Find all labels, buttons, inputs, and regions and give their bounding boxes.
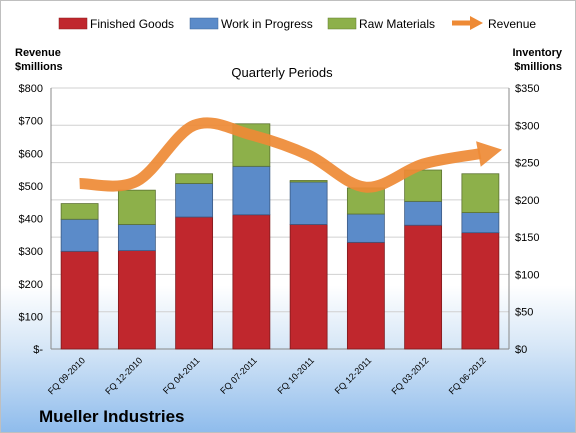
legend-swatch-finished-goods bbox=[58, 17, 88, 30]
bar-finished-goods-fq-04-2011 bbox=[175, 216, 214, 350]
bar-work-in-progress-fq-06-2012 bbox=[461, 212, 500, 234]
x-tick-label: FQ 10-2011 bbox=[275, 355, 316, 396]
x-tick-label: FQ 03-2012 bbox=[390, 355, 431, 396]
left-tick-label: $- bbox=[33, 344, 43, 356]
right-tick-label: $50 bbox=[515, 307, 533, 319]
chart-title: Quarterly Periods bbox=[231, 65, 333, 80]
bar-work-in-progress-fq-07-2011 bbox=[232, 165, 271, 216]
bar-work-in-progress-fq-04-2011 bbox=[175, 183, 214, 218]
x-tick-label: FQ 12-2010 bbox=[103, 355, 144, 396]
bar-finished-goods-fq-07-2011 bbox=[232, 214, 271, 350]
left-tick-labels: $- $100 $200 $300 $400 $500 $600 $700 $800 bbox=[19, 83, 44, 356]
bar-work-in-progress-fq-12-2010 bbox=[117, 224, 156, 251]
x-tick-label: FQ 06-2012 bbox=[447, 355, 488, 396]
right-axis-title-line2: $millions bbox=[514, 61, 562, 73]
left-tick-label: $100 bbox=[19, 311, 43, 323]
right-tick-label: $150 bbox=[515, 232, 539, 244]
bar-raw-materials-fq-09-2010 bbox=[60, 203, 99, 220]
right-tick-labels: $0 $50 $100 $150 $200 $250 $300 $350 bbox=[515, 83, 539, 356]
right-tick-label: $200 bbox=[515, 195, 539, 207]
legend-swatch-work-in-progress bbox=[189, 17, 219, 30]
legend-label-finished-goods: Finished Goods bbox=[90, 17, 174, 31]
legend-item-finished-goods: Finished Goods bbox=[58, 17, 174, 31]
left-tick-label: $200 bbox=[19, 279, 43, 291]
left-tick-label: $600 bbox=[19, 148, 43, 160]
left-tick-label: $400 bbox=[19, 214, 43, 226]
company-name: Mueller Industries bbox=[39, 407, 184, 426]
right-tick-label: $350 bbox=[515, 83, 539, 95]
left-tick-label: $800 bbox=[19, 83, 43, 95]
legend: Finished Goods Work in Progress Raw Mate… bbox=[58, 16, 536, 31]
bar-work-in-progress-fq-10-2011 bbox=[289, 181, 328, 225]
bar-raw-materials-fq-06-2012 bbox=[461, 173, 500, 213]
bar-work-in-progress-fq-03-2012 bbox=[404, 200, 443, 226]
right-tick-label: $250 bbox=[515, 158, 539, 170]
bar-finished-goods-fq-03-2012 bbox=[404, 224, 443, 350]
right-tick-label: $100 bbox=[515, 269, 539, 281]
bar-finished-goods-fq-12-2011 bbox=[346, 241, 385, 350]
x-tick-label: FQ 04-2011 bbox=[161, 355, 202, 396]
x-tick-label: FQ 07-2011 bbox=[218, 355, 259, 396]
bar-raw-materials-fq-04-2011 bbox=[175, 173, 214, 184]
left-tick-label: $300 bbox=[19, 246, 43, 258]
legend-label-work-in-progress: Work in Progress bbox=[221, 17, 313, 31]
right-tick-label: $0 bbox=[515, 344, 527, 356]
bars bbox=[60, 123, 500, 350]
bar-finished-goods-fq-10-2011 bbox=[289, 224, 328, 350]
bar-finished-goods-fq-09-2010 bbox=[60, 250, 99, 350]
legend-item-revenue: Revenue bbox=[452, 16, 536, 31]
revenue-arrowhead bbox=[476, 141, 503, 167]
right-tick-label: $300 bbox=[515, 120, 539, 132]
bar-finished-goods-fq-12-2010 bbox=[117, 250, 156, 350]
left-tick-label: $500 bbox=[19, 181, 43, 193]
x-tick-label: FQ 09-2010 bbox=[46, 355, 87, 396]
legend-item-work-in-progress: Work in Progress bbox=[189, 17, 313, 31]
legend-label-revenue: Revenue bbox=[488, 17, 536, 31]
right-axis-title-line1: Inventory bbox=[512, 47, 562, 59]
x-tick-labels: FQ 09-2010 FQ 12-2010 FQ 04-2011 FQ 07-2011… bbox=[46, 355, 488, 396]
revenue-line bbox=[79, 117, 482, 193]
bar-work-in-progress-fq-09-2010 bbox=[60, 218, 99, 252]
legend-label-raw-materials: Raw Materials bbox=[359, 17, 435, 31]
bar-work-in-progress-fq-12-2011 bbox=[346, 213, 385, 243]
left-tick-label: $700 bbox=[19, 116, 43, 128]
x-tick-label: FQ 12-2011 bbox=[333, 355, 374, 396]
legend-swatch-raw-materials bbox=[327, 17, 357, 30]
bar-finished-goods-fq-06-2012 bbox=[461, 232, 500, 350]
bar-raw-materials-fq-12-2010 bbox=[117, 189, 156, 225]
legend-item-raw-materials: Raw Materials bbox=[327, 17, 435, 31]
revenue-line-group bbox=[79, 117, 503, 193]
left-axis-title-line1: Revenue bbox=[15, 47, 61, 59]
bar-raw-materials-fq-10-2011 bbox=[289, 180, 328, 183]
left-axis-title-line2: $millions bbox=[15, 61, 63, 73]
legend-arrowhead-revenue bbox=[470, 16, 483, 30]
